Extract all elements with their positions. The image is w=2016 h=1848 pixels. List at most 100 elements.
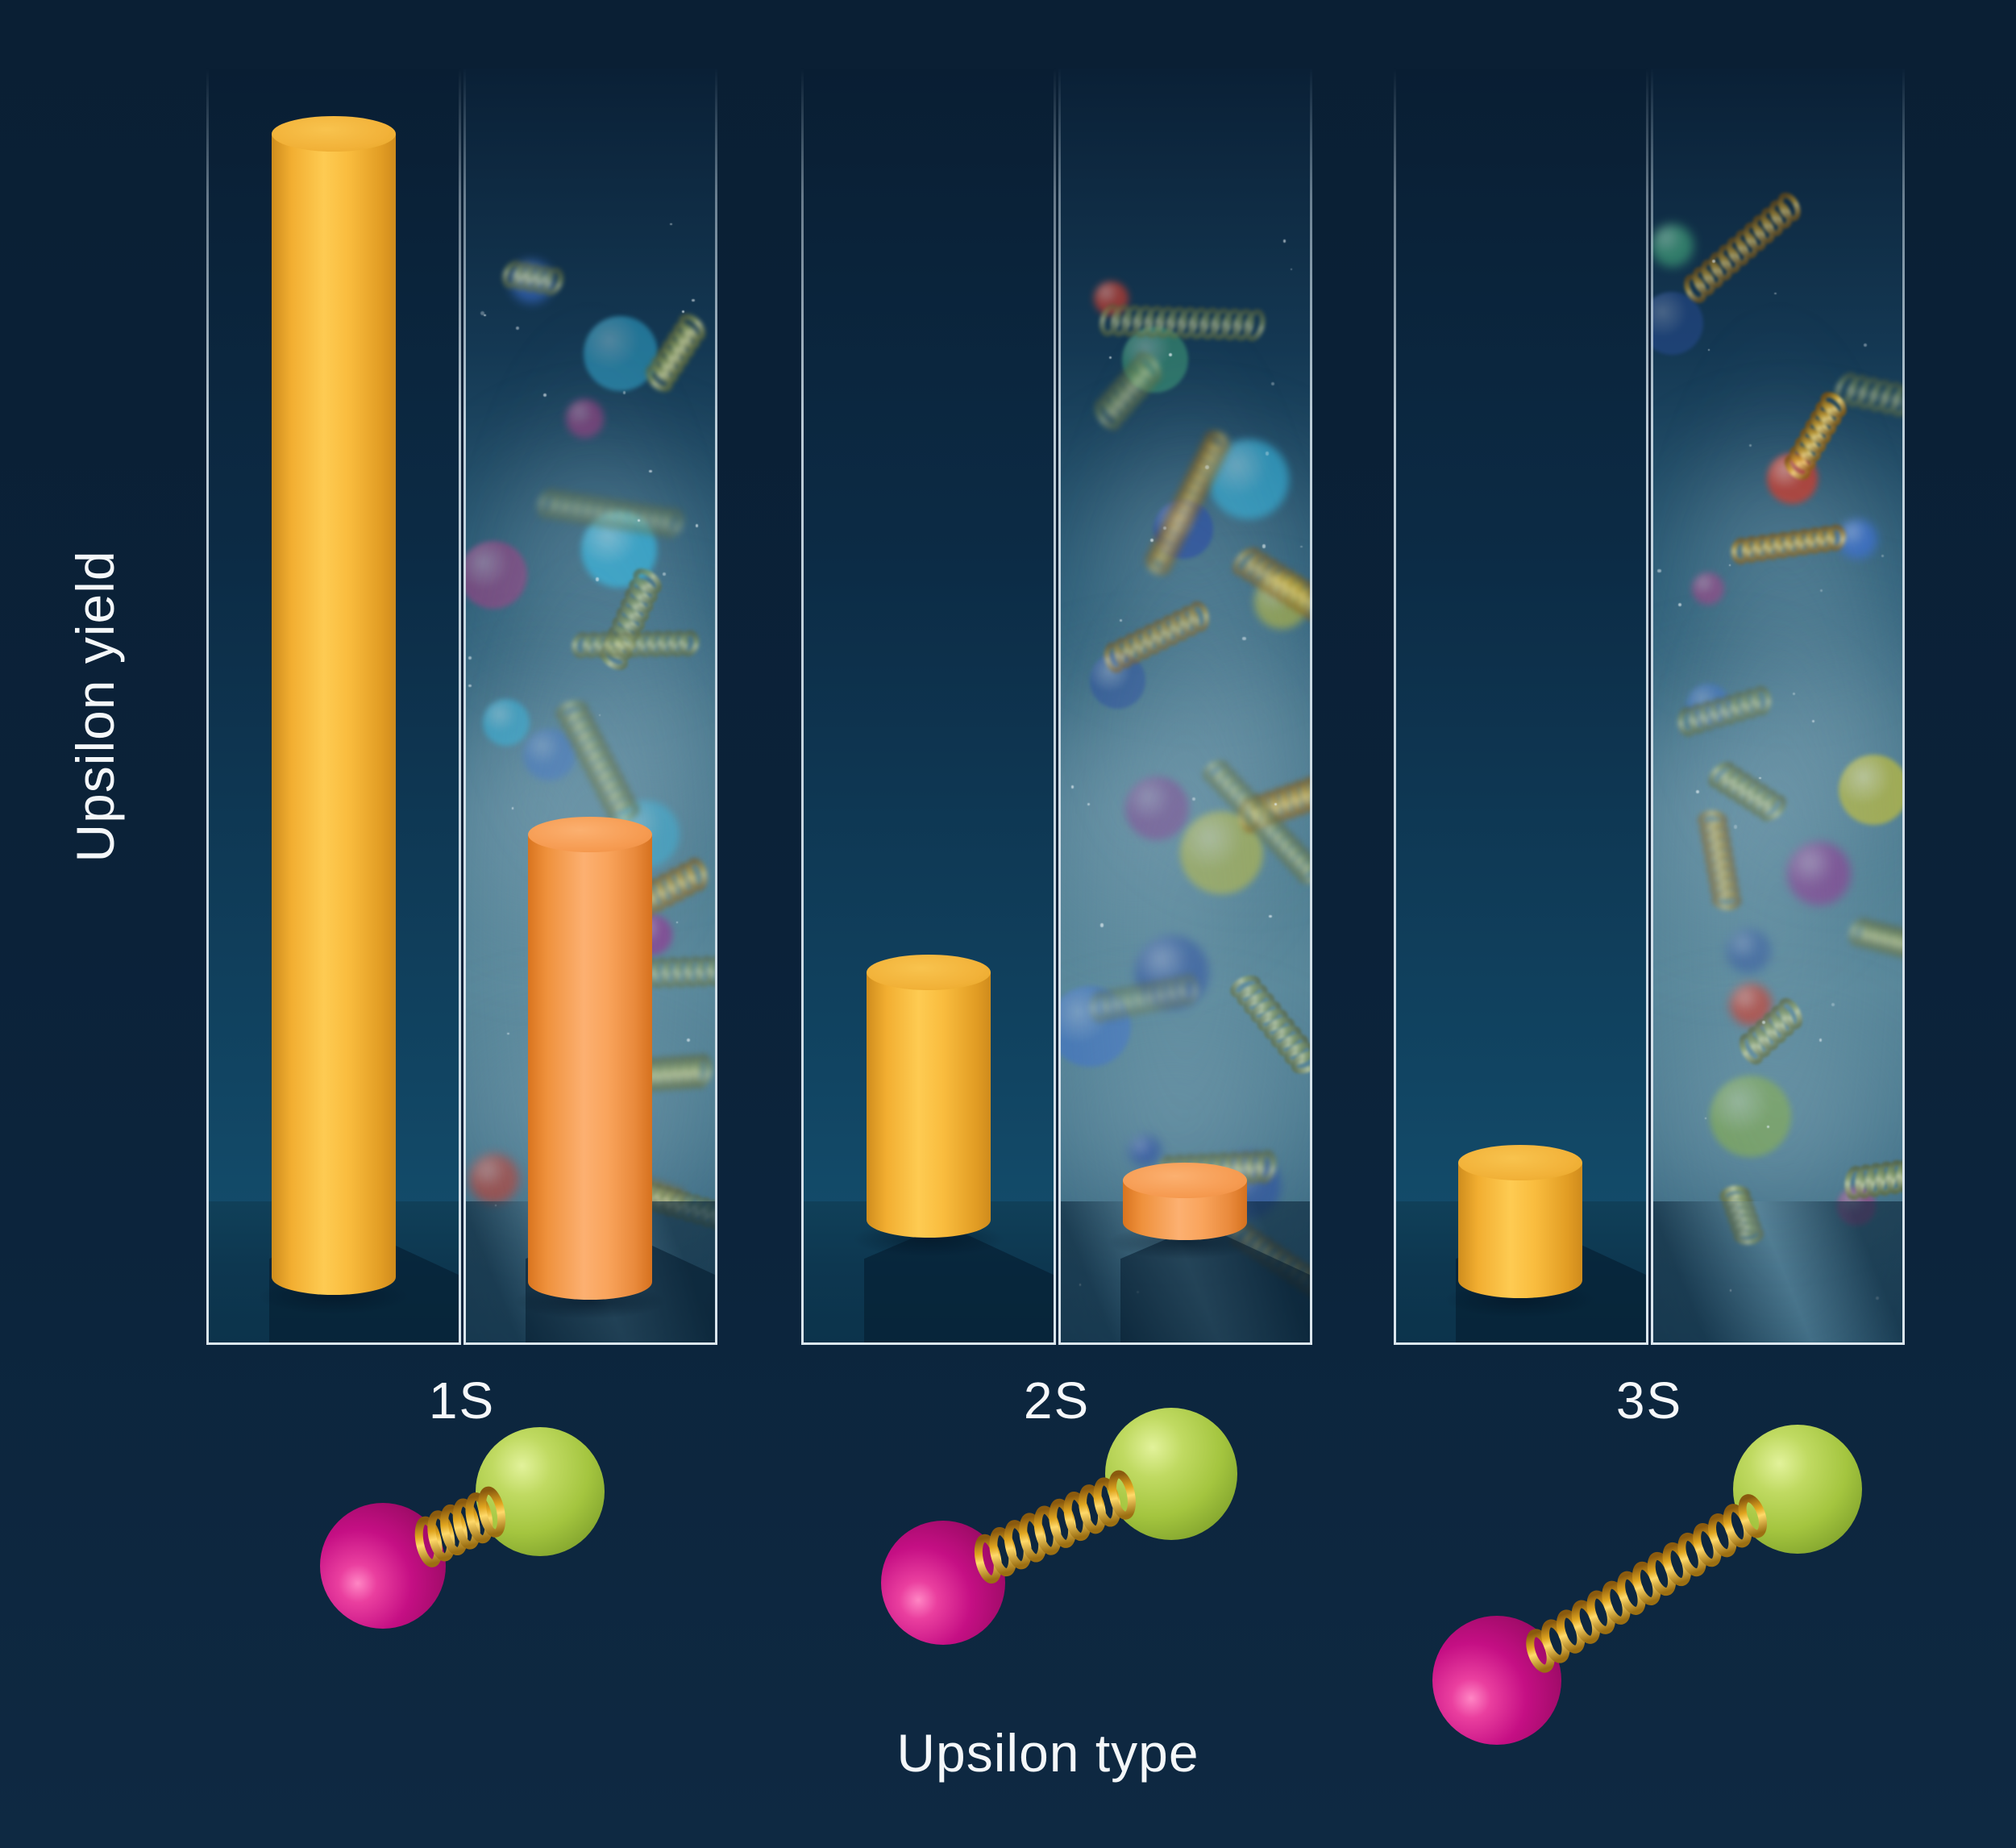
speck-icon	[1793, 693, 1796, 696]
panel-border-left	[1651, 69, 1653, 1345]
speck-icon	[1274, 803, 1277, 805]
speck-icon	[1265, 451, 1270, 456]
gluon-spring-icon	[1686, 804, 1750, 917]
cylinder-capt	[867, 955, 991, 990]
speck-icon	[1811, 720, 1814, 722]
panel-border-bottom	[206, 1342, 461, 1345]
speck-icon	[1707, 348, 1710, 352]
speck-icon	[1120, 619, 1122, 622]
speck-icon	[682, 310, 685, 314]
gluon-spring-icon	[533, 481, 688, 551]
gluon-spring-icon	[588, 560, 677, 680]
panel-border-bottom	[1058, 1342, 1312, 1345]
gluon-spring-icon	[496, 252, 568, 309]
speck-icon	[543, 393, 547, 397]
speck-icon	[695, 523, 699, 527]
speck-icon	[1728, 564, 1731, 567]
speck-icon	[1070, 785, 1075, 789]
gluon-spring-icon	[542, 690, 648, 835]
gluon-spring-icon	[1727, 989, 1819, 1078]
floor	[1651, 1201, 1905, 1345]
speck-icon	[511, 807, 514, 810]
x-axis-label: Upsilon type	[896, 1723, 1199, 1783]
binding-spring-icon	[399, 1475, 523, 1583]
state-label-1s: 1S	[428, 1371, 496, 1430]
gluon-spring-icon	[1094, 592, 1222, 687]
speck-icon	[483, 314, 486, 317]
panel-1s-no-medium	[206, 69, 461, 1345]
speck-icon	[1766, 1125, 1770, 1129]
speck-icon	[1087, 803, 1090, 805]
panel-border-right	[1310, 69, 1312, 1345]
speck-icon	[670, 223, 672, 226]
parton-ball-icon	[468, 1153, 519, 1205]
panel-border-left	[1394, 69, 1396, 1345]
gluon-spring-icon	[1697, 750, 1795, 837]
speck-icon	[1290, 268, 1292, 271]
parton-ball-icon	[1129, 1134, 1161, 1167]
state-label-3s: 3S	[1615, 1371, 1683, 1430]
speck-icon	[595, 577, 600, 582]
panel-border-right	[1646, 69, 1648, 1345]
y-axis-label: Upsilon yield	[65, 550, 125, 863]
cylinder-body	[272, 134, 396, 1277]
speck-icon	[1677, 602, 1681, 606]
speck-icon	[1734, 825, 1738, 829]
cylinder-body	[1458, 1163, 1582, 1280]
gluon-spring-icon	[1190, 749, 1312, 899]
gluon-spring-icon	[1135, 422, 1243, 585]
speck-icon	[648, 469, 652, 473]
panel-border-left	[801, 69, 804, 1345]
speck-icon	[676, 922, 679, 924]
speck-icon	[1704, 1118, 1706, 1120]
panel-border-left	[206, 69, 209, 1345]
speck-icon	[1759, 776, 1761, 780]
speck-icon	[598, 714, 601, 716]
parton-ball-icon	[1766, 453, 1818, 505]
speck-icon	[1163, 527, 1166, 531]
speck-icon	[1300, 545, 1303, 548]
parton-ball-icon	[583, 316, 659, 391]
cylinder-capt	[528, 817, 652, 852]
speck-icon	[1205, 465, 1210, 470]
gluon-spring-icon	[634, 304, 717, 402]
parton-ball-icon	[1839, 754, 1905, 825]
speck-icon	[1863, 343, 1868, 348]
speck-icon	[1192, 797, 1196, 801]
speck-icon	[622, 391, 626, 394]
panel-2s-medium	[1058, 69, 1312, 1345]
speck-icon	[637, 518, 640, 522]
parton-ball-icon	[1726, 929, 1772, 974]
speck-icon	[507, 1032, 509, 1035]
parton-ball-icon	[523, 728, 576, 781]
gluon-spring-icon	[1727, 517, 1852, 576]
gluon-spring-icon	[568, 623, 701, 668]
parton-ball-icon	[463, 541, 528, 610]
speck-icon	[1712, 260, 1716, 263]
parton-ball-icon	[1124, 776, 1189, 841]
speck-icon	[1262, 544, 1266, 548]
speck-icon	[1657, 568, 1662, 573]
parton-ball-icon	[565, 399, 605, 439]
speck-icon	[1269, 914, 1272, 918]
speck-icon	[1282, 239, 1286, 243]
speck-icon	[692, 298, 695, 302]
bar-3s-no-medium	[1458, 1145, 1582, 1298]
panel-border-bottom	[1394, 1342, 1648, 1345]
speck-icon	[1831, 1002, 1835, 1006]
gluon-spring-icon	[1839, 1148, 1905, 1212]
panel-border-left	[1058, 69, 1061, 1345]
gluon-spring-icon	[1672, 182, 1816, 316]
speck-icon	[1820, 589, 1823, 592]
cylinder-body	[867, 972, 991, 1220]
panel-border-left	[463, 69, 466, 1345]
bar-2s-in-medium	[1123, 1163, 1247, 1240]
bar-1s-in-medium	[528, 817, 652, 1300]
panel-1s-medium	[463, 69, 717, 1345]
panel-border-bottom	[1651, 1342, 1905, 1345]
speck-icon	[1168, 353, 1172, 357]
gluon-spring-icon	[1670, 676, 1781, 749]
speck-icon	[1109, 356, 1112, 360]
speck-icon	[1242, 636, 1246, 641]
